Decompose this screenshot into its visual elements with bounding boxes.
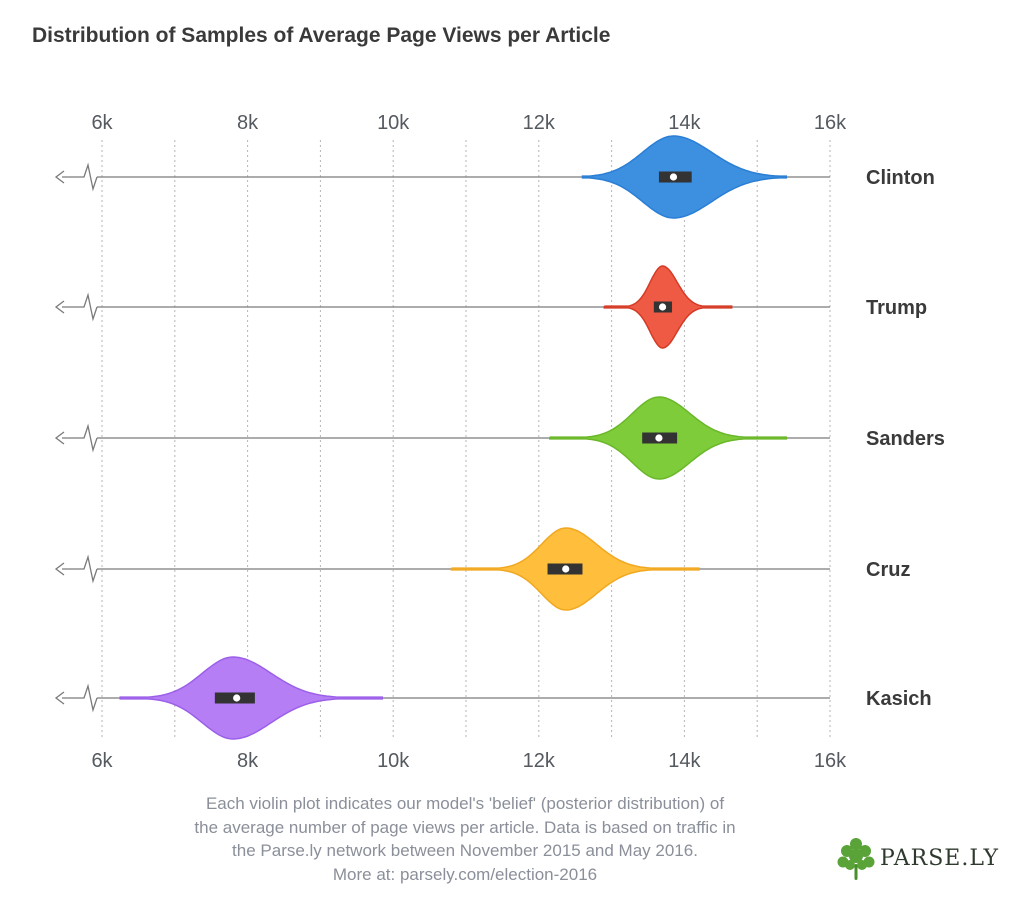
median-dot (562, 565, 570, 573)
median-dot (655, 434, 663, 442)
x-tick-label: 6k (91, 112, 113, 134)
parsely-logo: PARSE.LY (836, 836, 1006, 882)
x-axis-bottom: 6k 8k 10k 12k 14k 16k (91, 750, 847, 772)
axis-break-icon (54, 683, 98, 713)
series-label: Clinton (866, 167, 935, 189)
violin-row: Kasich (54, 656, 932, 740)
x-axis-top: 6k 8k 10k 12k 14k 16k (91, 112, 847, 134)
x-tick-label: 6k (91, 750, 113, 772)
violin-row: Trump (54, 265, 927, 349)
x-tick-label: 16k (814, 112, 847, 134)
axis-break-icon (54, 423, 98, 453)
median-dot (233, 694, 241, 702)
x-tick-label: 14k (668, 112, 701, 134)
x-tick-label: 14k (668, 750, 701, 772)
median-dot (658, 303, 667, 311)
x-tick-label: 10k (377, 750, 410, 772)
violin-row: Sanders (54, 396, 945, 480)
logo-wordmark: PARSE.LY (880, 846, 1000, 871)
x-tick-label: 12k (523, 112, 556, 134)
axis-break-icon (54, 162, 98, 192)
chart-title: Distribution of Samples of Average Page … (32, 24, 611, 47)
x-tick-label: 10k (377, 112, 410, 134)
parsely-leaf-icon (837, 838, 875, 880)
x-tick-label: 12k (523, 750, 556, 772)
series-label: Kasich (866, 688, 932, 710)
violin-rows: Clinton Trump Sanders Cruz Kasich (54, 135, 945, 740)
x-tick-label: 16k (814, 750, 847, 772)
violin-row: Cruz (54, 527, 910, 611)
series-label: Cruz (866, 559, 910, 581)
caption-line: More at: parsely.com/election-2016 (332, 864, 598, 884)
caption: Each violin plot indicates our model's '… (150, 792, 780, 886)
series-label: Trump (866, 297, 927, 319)
axis-break-icon (54, 292, 98, 322)
series-label: Sanders (866, 428, 945, 450)
caption-line: Each violin plot indicates our model's '… (205, 794, 725, 813)
violin-row: Clinton (54, 135, 935, 219)
caption-line: the average number of page views per art… (194, 817, 736, 837)
x-tick-label: 8k (237, 112, 259, 134)
x-tick-label: 8k (237, 750, 259, 772)
axis-break-icon (54, 554, 98, 584)
caption-line: the Parse.ly network between November 20… (232, 841, 698, 860)
median-dot (669, 173, 678, 181)
violin-chart: 6k 8k 10k 12k 14k 16k 6k 8k 10k 12k 14k 16k Clinto… (54, 112, 945, 772)
